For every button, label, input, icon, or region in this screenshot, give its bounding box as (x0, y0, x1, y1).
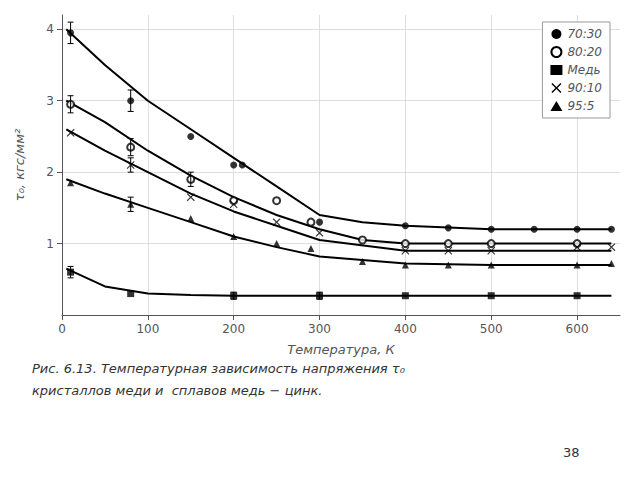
svg-text:500: 500 (480, 322, 503, 336)
svg-text:0: 0 (58, 322, 66, 336)
svg-text:38: 38 (563, 445, 580, 460)
svg-text:кристаллов меди и сплавов мед: кристаллов меди и сплавов медь − цинк. (32, 383, 322, 398)
svg-text:95:5: 95:5 (567, 99, 594, 113)
svg-text:200: 200 (222, 322, 245, 336)
svg-text:3: 3 (46, 94, 54, 108)
svg-text:2: 2 (46, 165, 54, 179)
svg-text:Медь: Медь (567, 63, 600, 77)
svg-text:300: 300 (308, 322, 331, 336)
svg-text:70:30: 70:30 (567, 27, 602, 41)
svg-text:90:10: 90:10 (567, 81, 602, 95)
svg-text:Температура, К: Температура, К (287, 342, 395, 357)
svg-text:4: 4 (46, 22, 54, 36)
svg-text:80:20: 80:20 (567, 45, 602, 59)
svg-text:Рис. 6.13. Температурная завис: Рис. 6.13. Температурная зависимость нап… (32, 361, 406, 376)
svg-text:600: 600 (566, 322, 589, 336)
svg-text:400: 400 (394, 322, 417, 336)
svg-text:τ₀, кгс/мм²: τ₀, кгс/мм² (12, 129, 27, 201)
svg-text:1: 1 (46, 237, 54, 251)
svg-text:100: 100 (136, 322, 159, 336)
